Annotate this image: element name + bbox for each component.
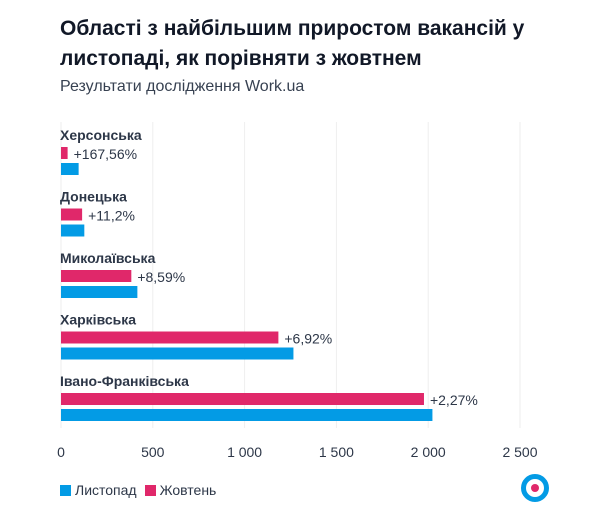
growth-label: +6,92% (284, 331, 332, 347)
legend: Листопад Жовтень (60, 482, 216, 498)
category-label: Миколаївська (60, 250, 156, 266)
x-tick-label: 2 500 (502, 444, 537, 460)
growth-label: +167,56% (74, 146, 137, 162)
legend-item-nov[interactable]: Листопад (60, 482, 137, 498)
x-tick-label: 500 (141, 444, 165, 460)
category-label: Харківська (60, 312, 136, 328)
bar-oct (61, 331, 279, 344)
category-label: Донецька (60, 189, 127, 205)
legend-label-nov: Листопад (75, 482, 137, 498)
bar-oct (61, 270, 132, 282)
x-tick-label: 0 (57, 444, 65, 460)
workua-logo-icon (521, 474, 549, 502)
x-tick-label: 1 500 (319, 444, 354, 460)
legend-item-oct[interactable]: Жовтень (144, 482, 217, 498)
legend-label-oct: Жовтень (159, 482, 217, 498)
bar-oct (61, 393, 424, 405)
growth-label: +11,2% (88, 208, 135, 224)
bar-nov (61, 347, 294, 360)
x-tick-label: 2 000 (411, 444, 446, 460)
chart-subtitle: Результати дослідження Work.ua (60, 78, 305, 95)
bar-oct (61, 208, 83, 221)
category-label: Івано-Франківська (60, 373, 189, 389)
bar-oct (61, 147, 68, 159)
growth-label: +2,27% (430, 392, 478, 408)
bar-nov (61, 224, 85, 237)
category-label: Херсонська (60, 127, 142, 143)
bar-nov (61, 163, 79, 175)
growth-label: +8,59% (137, 269, 185, 285)
chart-title: Області з найбільшим приростом вакансій … (60, 17, 525, 70)
legend-swatch-oct (144, 485, 156, 496)
bar-nov (61, 286, 138, 298)
bar-nov (61, 409, 433, 421)
legend-swatch-nov (60, 485, 71, 496)
x-tick-label: 1 000 (227, 444, 262, 460)
